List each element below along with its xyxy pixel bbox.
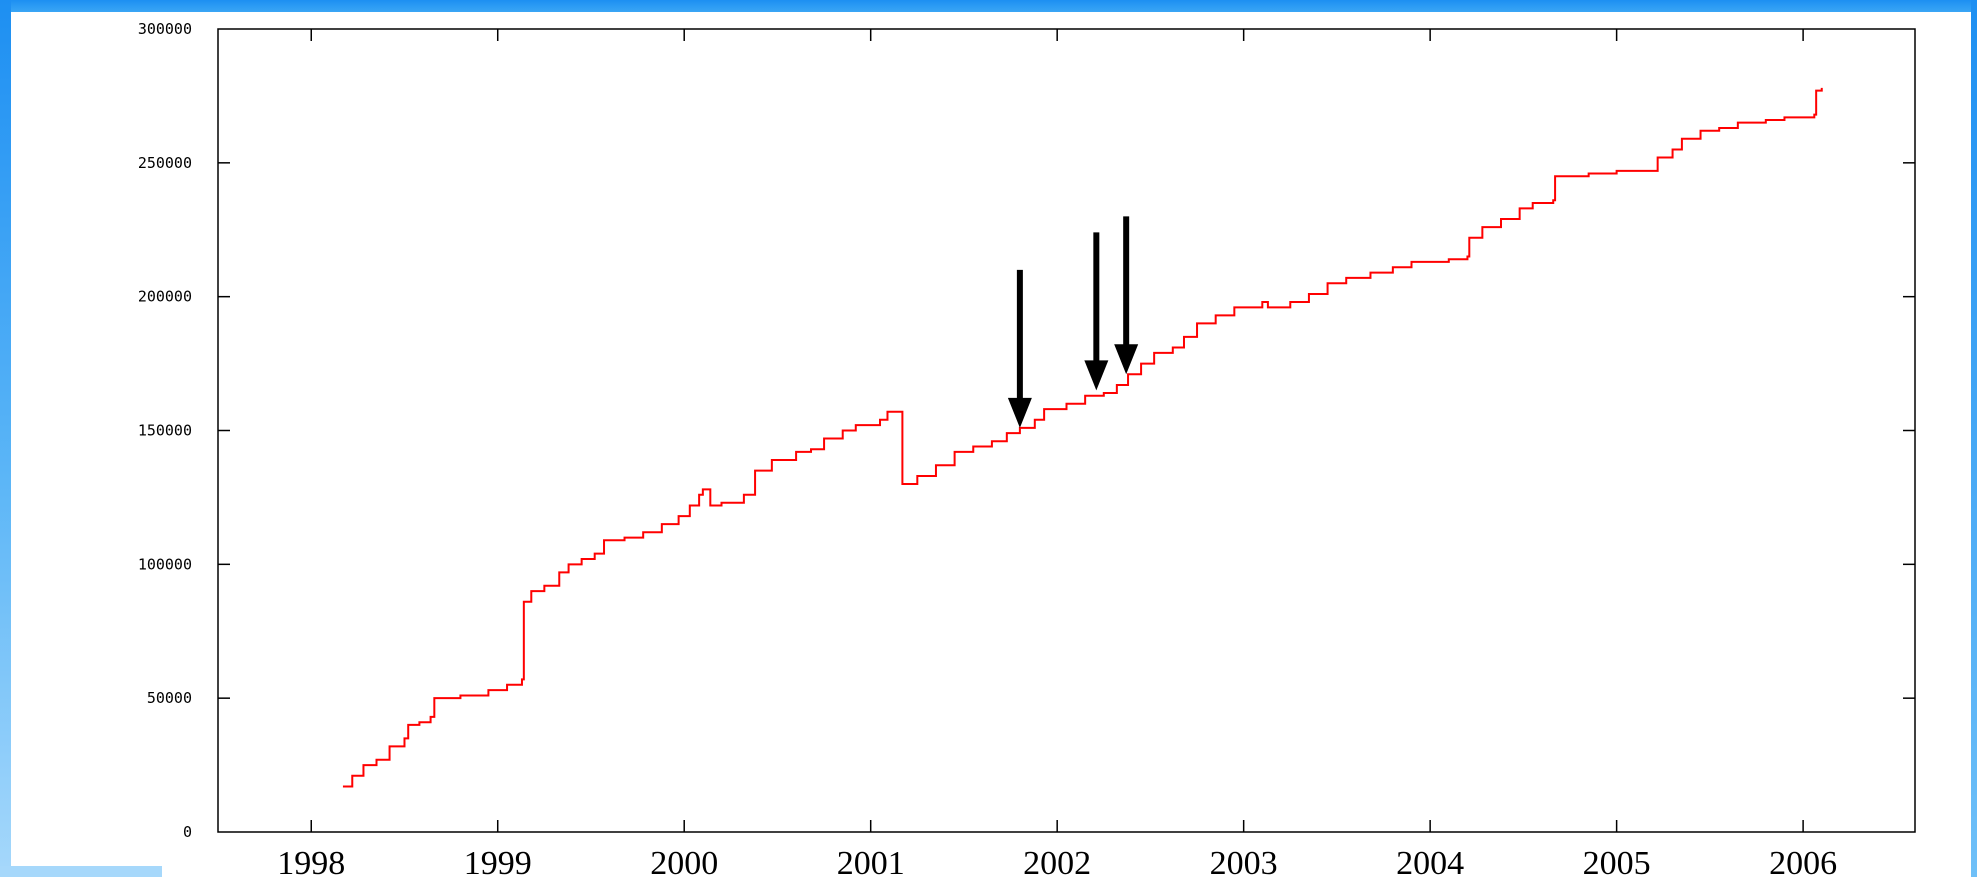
y-tick-label: 0 [183, 823, 192, 841]
x-tick-label: 2000 [650, 845, 718, 877]
x-tick-label: 2002 [1023, 845, 1091, 877]
annotation-layer [1007, 216, 1139, 428]
series-layer [342, 87, 1823, 788]
y-tick-label: 150000 [138, 422, 192, 440]
y-tick-label: 300000 [138, 20, 192, 38]
annotation-arrow [1114, 216, 1139, 375]
plot-frame [217, 28, 1916, 833]
bottom-left-border [0, 866, 162, 877]
x-tick-label: 2006 [1769, 845, 1837, 877]
right-border [1971, 0, 1977, 877]
x-tick-label: 2001 [837, 845, 905, 877]
left-border [0, 0, 11, 877]
y-tick-label: 50000 [147, 689, 192, 707]
x-axis: 1998 1999 2000 2001 2002 2003 2004 2005 2006 [277, 29, 1837, 877]
x-tick-label: 1999 [464, 845, 532, 877]
y-tick-label: 100000 [138, 555, 192, 573]
x-tick-label: 2003 [1210, 845, 1278, 877]
x-tick-label: 2004 [1396, 845, 1464, 877]
annotation-arrow [1084, 232, 1109, 391]
series-line [342, 87, 1823, 788]
y-tick-label: 250000 [138, 154, 192, 172]
annotation-arrow [1007, 269, 1032, 428]
y-axis: 0 50000 100000 150000 200000 250000 300000 [138, 20, 1915, 841]
y-tick-label: 200000 [138, 288, 192, 306]
x-tick-label: 2005 [1583, 845, 1651, 877]
top-border [0, 0, 1977, 12]
x-tick-label: 1998 [277, 845, 345, 877]
